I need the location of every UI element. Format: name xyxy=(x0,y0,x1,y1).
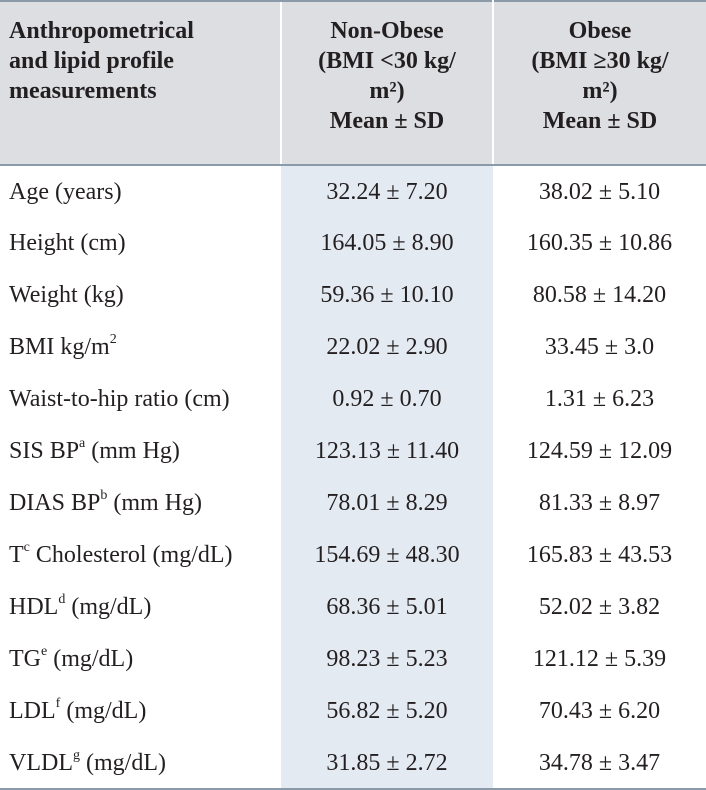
obese-value: 38.02 ± 5.10 xyxy=(538,178,661,205)
row-label-suffix: (mg/dL) xyxy=(60,698,147,724)
obese-value: 52.02 ± 3.82 xyxy=(538,594,661,620)
header-measurements: Anthropometrical and lipid profile measu… xyxy=(0,0,281,166)
row-label-superscript: c xyxy=(23,540,30,555)
non-obese-value: 154.69 ± 48.30 xyxy=(281,529,493,581)
row-label-suffix: (mg/dL) xyxy=(47,646,134,672)
obese-value: 160.35 ± 10.86 xyxy=(526,230,673,256)
table-row: LDLf (mg/dL) 56.82 ± 5.20 70.43 ± 6.20 xyxy=(0,685,706,737)
non-obese-value: 22.02 ± 2.90 xyxy=(281,321,493,373)
obese-value: 34.78 ± 3.47 xyxy=(493,737,706,790)
non-obese-value: 98.23 ± 5.23 xyxy=(281,633,493,685)
row-label: Height (cm) xyxy=(0,217,281,269)
table-row: Tc Cholesterol (mg/dL) 154.69 ± 48.30 165.… xyxy=(0,529,706,581)
obese-value: 165.83 ± 43.53 xyxy=(526,542,673,568)
row-label-text: TG xyxy=(9,646,41,672)
table-row: Weight (kg) 59.36 ± 10.10 80.58 ± 14.20 xyxy=(0,269,706,321)
obese-value: 124.59 ± 12.09 xyxy=(526,438,673,464)
header-line: m²) xyxy=(369,78,405,104)
row-label: HDLd (mg/dL) xyxy=(0,581,281,633)
table-row: Waist-to-hip ratio (cm) 0.92 ± 0.70 1.31 ±… xyxy=(0,373,706,425)
obese-value: 80.58 ± 14.20 xyxy=(532,282,667,308)
header-line: Non-Obese xyxy=(330,18,444,44)
non-obese-value: 0.92 ± 0.70 xyxy=(281,373,493,425)
row-label: Age (years) xyxy=(0,165,281,217)
non-obese-value: 56.82 ± 5.20 xyxy=(281,685,493,737)
row-label-superscript: f xyxy=(55,696,61,711)
row-label: VLDLg (mg/dL) xyxy=(0,737,281,790)
row-label: DIAS BPb (mm Hg) xyxy=(0,477,281,529)
table-row: TGe (mg/dL) 98.23 ± 5.23 121.12 ± 5.39 xyxy=(0,633,706,685)
header-obese: Obese (BMI ≥30 kg/ m²) Mean ± SD xyxy=(493,0,706,166)
row-label-superscript: e xyxy=(41,644,48,659)
table-body: Age (years) 32.24 ± 7.20 38.02 ± 5.10 Heigh… xyxy=(0,165,706,790)
row-label: Weight (kg) xyxy=(0,269,281,321)
header-row: Anthropometrical and lipid profile measu… xyxy=(0,0,706,166)
row-label-superscript: 2 xyxy=(109,332,117,347)
table-row: BMI kg/m2 22.02 ± 2.90 33.45 ± 3.0 xyxy=(0,321,706,373)
header-line: and lipid profile xyxy=(9,48,174,74)
header-line: (BMI <30 kg/ xyxy=(318,48,456,74)
table-header: Anthropometrical and lipid profile measu… xyxy=(0,0,706,166)
table-row: VLDLg (mg/dL) 31.85 ± 2.72 34.78 ± 3.47 xyxy=(0,737,706,790)
row-label-superscript: d xyxy=(58,592,66,607)
row-label-text: HDL xyxy=(9,594,59,620)
row-label: SIS BPa (mm Hg) xyxy=(0,425,281,477)
row-label-text: Height (cm) xyxy=(9,230,126,256)
header-line: Mean ± SD xyxy=(329,108,445,134)
obese-value: 33.45 ± 3.0 xyxy=(544,334,655,360)
obese-value: 81.33 ± 8.97 xyxy=(538,490,661,516)
table-row: Height (cm) 164.05 ± 8.90 160.35 ± 10.86 xyxy=(0,217,706,269)
non-obese-value: 31.85 ± 2.72 xyxy=(281,737,493,790)
table-row: DIAS BPb (mm Hg) 78.01 ± 8.29 81.33 ± 8.97 xyxy=(0,477,706,529)
table-row: Age (years) 32.24 ± 7.20 38.02 ± 5.10 xyxy=(0,165,706,217)
non-obese-value: 164.05 ± 8.90 xyxy=(281,217,493,269)
row-label-suffix: (mm Hg) xyxy=(107,490,203,516)
table-row: SIS BPa (mm Hg) 123.13 ± 11.40 124.59 ± 12… xyxy=(0,425,706,477)
header-non-obese: Non-Obese (BMI <30 kg/ m²) Mean ± SD xyxy=(280,0,494,166)
row-label-text: LDL xyxy=(9,698,56,724)
row-label-superscript: a xyxy=(79,436,86,451)
obese-value: 1.31 ± 6.23 xyxy=(544,386,655,412)
obese-value: 70.43 ± 6.20 xyxy=(538,698,661,724)
header-line: Obese xyxy=(568,18,632,44)
header-line: measurements xyxy=(9,78,157,104)
non-obese-value: 68.36 ± 5.01 xyxy=(281,581,493,633)
non-obese-value: 59.36 ± 10.10 xyxy=(281,269,493,321)
obese-value: 121.12 ± 5.39 xyxy=(532,646,667,672)
row-label-text: VLDL xyxy=(9,749,73,776)
row-label-text: SIS BP xyxy=(9,438,80,464)
header-line: (BMI ≥30 kg/ xyxy=(531,48,669,74)
row-label-text: Weight (kg) xyxy=(9,282,124,308)
header-line: Anthropometrical xyxy=(9,18,194,44)
row-label-suffix: Cholesterol (mg/dL) xyxy=(29,542,233,568)
row-label: Tc Cholesterol (mg/dL) xyxy=(0,529,281,581)
row-label-suffix: (mm Hg) xyxy=(85,438,180,464)
row-label-text: DIAS BP xyxy=(9,490,101,516)
row-label-superscript: g xyxy=(72,747,80,763)
row-label-text: BMI kg/m xyxy=(9,334,110,360)
row-label: LDLf (mg/dL) xyxy=(0,685,281,737)
row-label-text: T xyxy=(9,542,24,568)
non-obese-value: 78.01 ± 8.29 xyxy=(281,477,493,529)
row-label-text: Age (years) xyxy=(9,178,122,205)
row-label-superscript: b xyxy=(100,488,108,503)
table-row: HDLd (mg/dL) 68.36 ± 5.01 52.02 ± 3.82 xyxy=(0,581,706,633)
row-label: TGe (mg/dL) xyxy=(0,633,281,685)
header-line: Mean ± SD xyxy=(542,108,658,134)
row-label: Waist-to-hip ratio (cm) xyxy=(0,373,281,425)
non-obese-value: 32.24 ± 7.20 xyxy=(281,165,493,217)
row-label: BMI kg/m2 xyxy=(0,321,281,373)
row-label-text: Waist-to-hip ratio (cm) xyxy=(9,386,230,412)
row-label-suffix: (mg/dL) xyxy=(79,749,166,776)
header-line: m²) xyxy=(582,78,618,104)
row-label-suffix: (mg/dL) xyxy=(65,594,152,620)
non-obese-value: 123.13 ± 11.40 xyxy=(281,425,493,477)
